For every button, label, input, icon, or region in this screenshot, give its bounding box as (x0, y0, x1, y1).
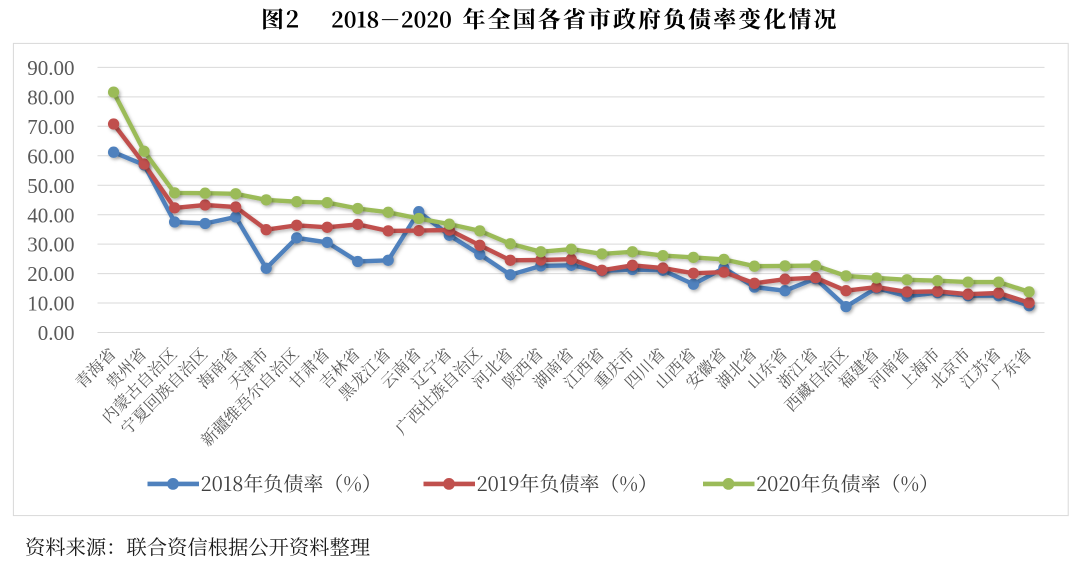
svg-text:10.00: 10.00 (27, 292, 74, 316)
svg-text:0.00: 0.00 (38, 321, 75, 345)
svg-text:20.00: 20.00 (27, 262, 74, 286)
svg-text:90.00: 90.00 (27, 56, 74, 80)
svg-text:60.00: 60.00 (27, 144, 74, 168)
svg-text:40.00: 40.00 (27, 203, 74, 227)
svg-text:80.00: 80.00 (27, 86, 74, 110)
svg-text:30.00: 30.00 (27, 233, 74, 257)
svg-text:50.00: 50.00 (27, 174, 74, 198)
svg-text:70.00: 70.00 (27, 115, 74, 139)
